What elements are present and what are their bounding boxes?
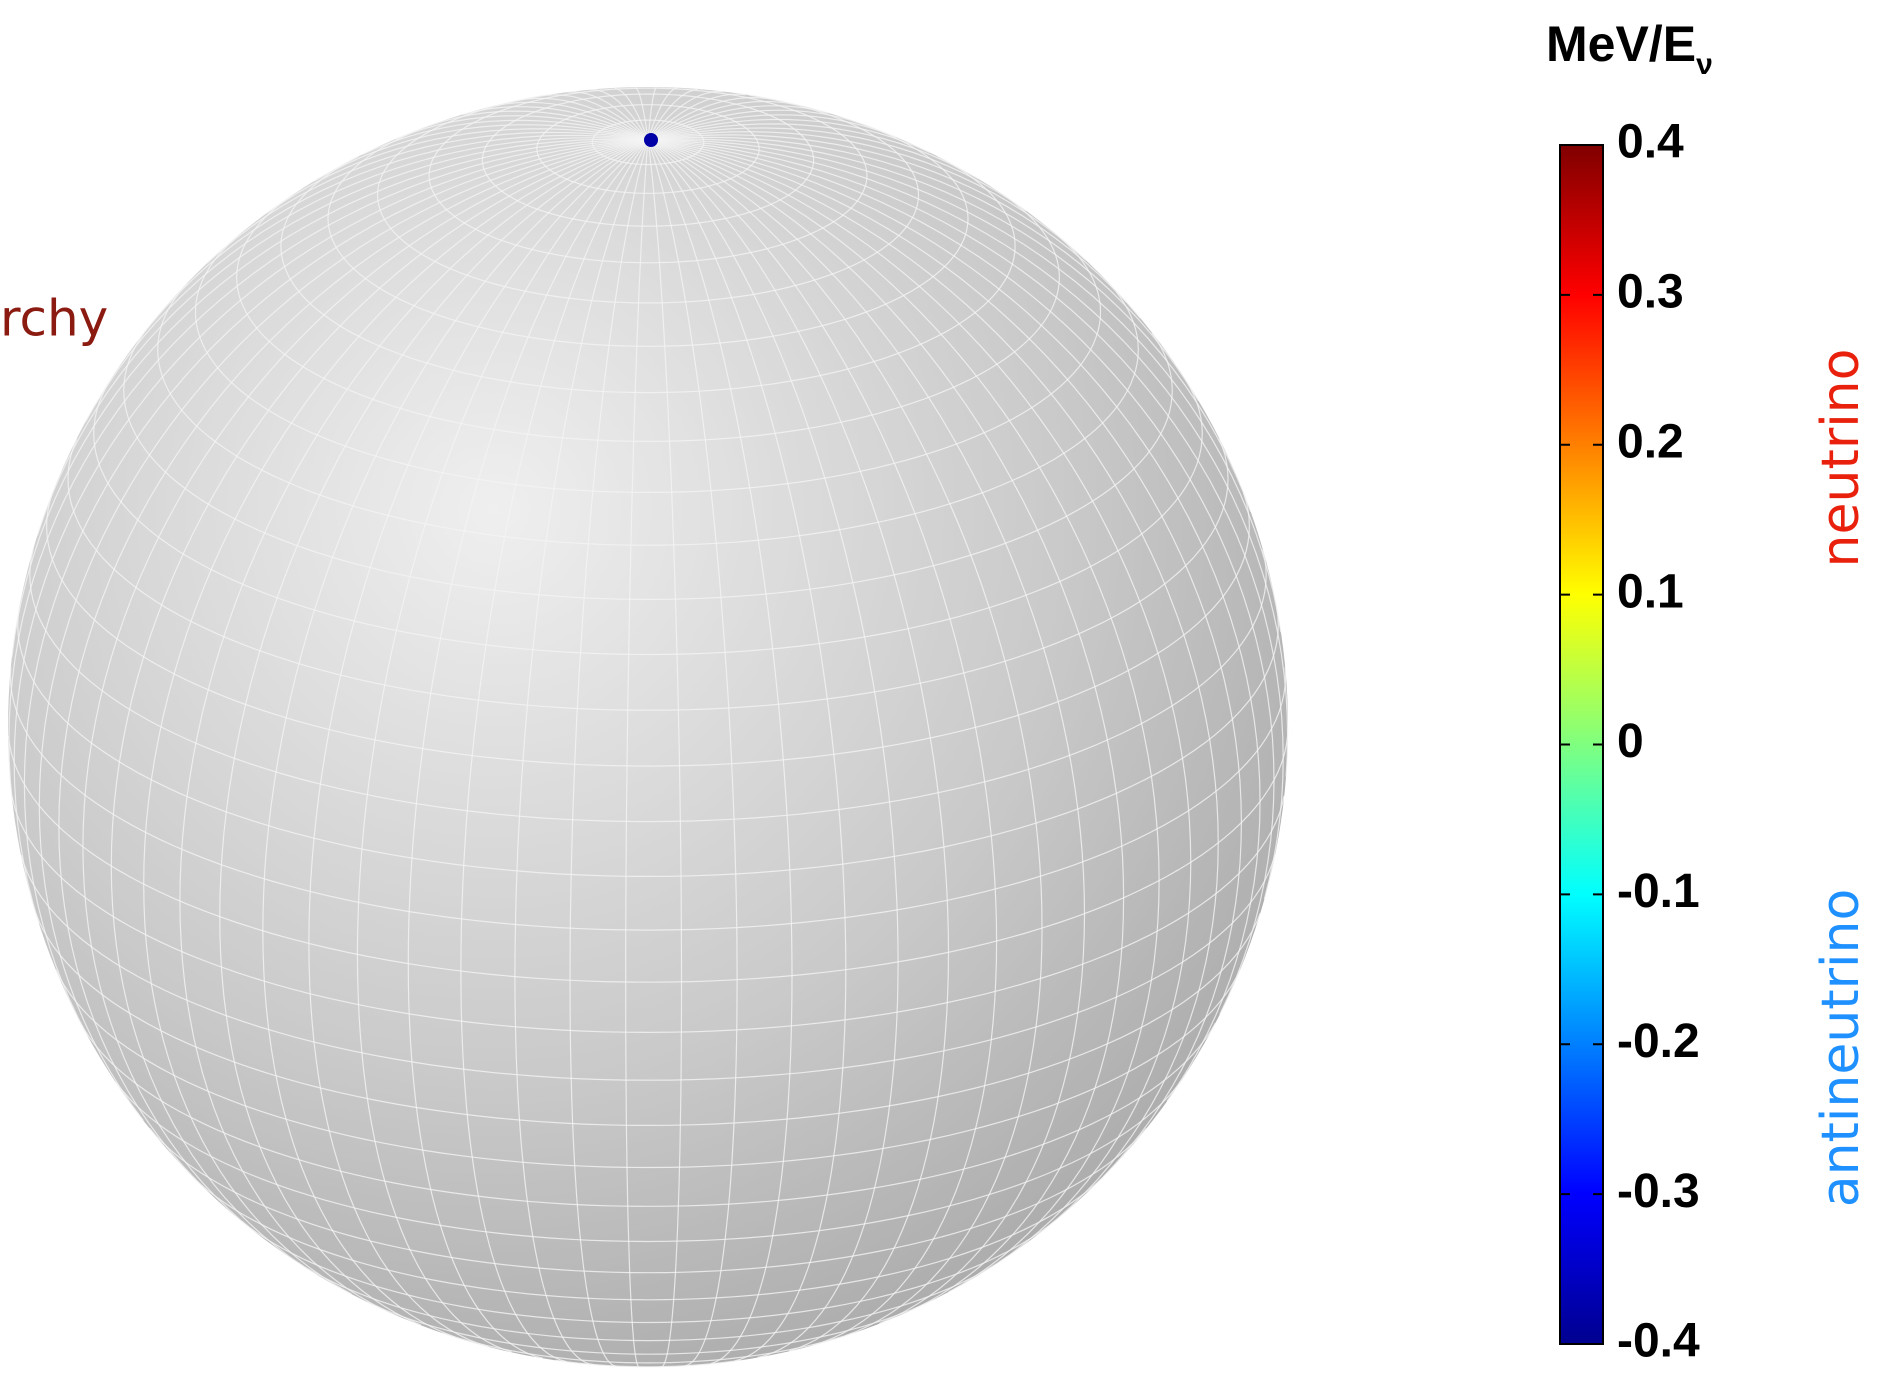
side-text: rchy — [0, 290, 108, 348]
annotation: antineutrino — [1811, 889, 1871, 1208]
tick-label: 0.4 — [1617, 116, 1684, 169]
tick-label: -0.4 — [1617, 1315, 1700, 1368]
colorbar-label: MeV/Eν — [1546, 16, 1713, 81]
tick-label: -0.2 — [1617, 1015, 1700, 1068]
tick-label: 0 — [1617, 715, 1644, 768]
tick-label: 0.1 — [1617, 565, 1684, 618]
tick-label: -0.3 — [1617, 1165, 1700, 1218]
annotation: neutrino — [1811, 349, 1871, 568]
data-point — [644, 133, 658, 147]
chart: rchy MeV/Eν 0.4 0.3 0.2 0.1 0 -0.1 -0.2 -0.3 -0.… — [0, 0, 1889, 1375]
tick-label: 0.2 — [1617, 415, 1684, 468]
tick-label: 0.3 — [1617, 266, 1684, 319]
tick-label: -0.1 — [1617, 865, 1700, 918]
